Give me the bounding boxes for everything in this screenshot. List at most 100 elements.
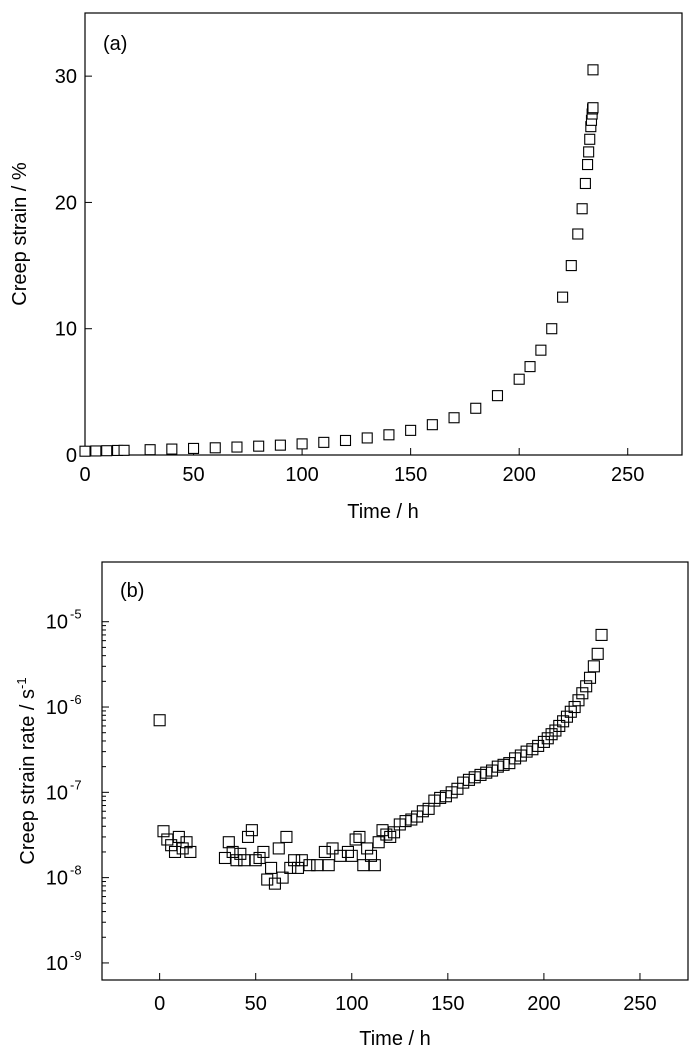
data-point-b xyxy=(257,845,270,859)
data-point-b xyxy=(245,824,258,837)
data-point-a xyxy=(253,440,265,452)
markers-a xyxy=(79,64,599,457)
data-point-b xyxy=(226,845,239,859)
data-point-a xyxy=(231,441,243,453)
data-point-b xyxy=(591,647,604,660)
data-point-b xyxy=(288,854,301,867)
x-tick-label-b: 200 xyxy=(527,993,560,1015)
data-point-b xyxy=(572,694,585,707)
data-point-a xyxy=(118,444,130,456)
data-point-a xyxy=(361,432,373,444)
data-point-b xyxy=(234,847,247,860)
data-point-a xyxy=(339,434,352,447)
data-point-b xyxy=(353,830,366,843)
ticks-a: 0 50 100 150 200 250 0 10 20 30 xyxy=(55,66,645,486)
data-point-b xyxy=(303,859,316,872)
data-point-b xyxy=(311,859,324,872)
data-point-b xyxy=(295,854,308,867)
data-point-b xyxy=(368,859,381,872)
markers-b xyxy=(153,628,608,890)
data-point-a xyxy=(318,436,330,448)
data-point-a xyxy=(470,402,482,414)
y-axis-title-b-main: Creep strain rate / s xyxy=(17,689,39,865)
data-point-b xyxy=(180,836,193,849)
x-tick-label-b: 100 xyxy=(335,993,368,1015)
data-point-b xyxy=(560,710,574,723)
y-tick-label-b: 10 xyxy=(46,868,68,890)
data-point-b xyxy=(553,719,566,732)
y-tick-label-b: 10 xyxy=(46,953,68,975)
data-point-b xyxy=(334,849,347,862)
data-point-b xyxy=(241,830,255,843)
data-point-b xyxy=(372,836,385,849)
data-point-b xyxy=(265,861,278,874)
data-point-a xyxy=(584,133,596,145)
data-point-b xyxy=(541,732,554,745)
data-point-b xyxy=(230,854,243,867)
data-point-b xyxy=(238,854,251,867)
x-tick-label-a: 100 xyxy=(285,464,318,486)
data-point-b xyxy=(376,824,389,837)
x-tick-label-a: 150 xyxy=(394,464,427,486)
data-point-b xyxy=(583,671,597,684)
data-point-a xyxy=(579,177,591,190)
y-axis-title-b-sup: -1 xyxy=(14,677,29,689)
data-point-b xyxy=(580,680,593,693)
plot-frame-a xyxy=(84,12,683,456)
data-point-b xyxy=(318,845,331,859)
data-point-a xyxy=(144,444,156,456)
data-point-b xyxy=(537,735,550,748)
y-tick-exponent-b: -6 xyxy=(70,692,82,707)
x-tick-label-b: 150 xyxy=(431,993,464,1015)
y-tick-label-a: 10 xyxy=(55,319,77,341)
data-point-b xyxy=(176,842,189,855)
y-tick-exponent-b: -8 xyxy=(70,863,82,878)
y-tick-label-b: 10 xyxy=(46,612,68,634)
x-tick-label-a: 50 xyxy=(182,464,204,486)
x-axis-title-b: Time / h xyxy=(359,1028,431,1050)
data-point-a xyxy=(426,419,438,431)
y-tick-label-a: 30 xyxy=(55,66,77,88)
data-point-a xyxy=(448,412,460,424)
x-tick-label-b: 250 xyxy=(623,993,656,1015)
data-point-a xyxy=(274,439,286,451)
data-point-b xyxy=(587,660,600,673)
x-tick-label-a: 200 xyxy=(502,464,535,486)
data-point-b xyxy=(576,687,589,700)
data-point-a xyxy=(187,442,200,454)
y-tick-label-a: 20 xyxy=(55,192,77,214)
data-point-b xyxy=(168,845,182,859)
data-point-a xyxy=(535,344,547,356)
y-axis-title-b: Creep strain rate / s-1 xyxy=(14,677,39,864)
y-axis-title-a: Creep strain / % xyxy=(9,162,31,306)
data-point-b xyxy=(568,700,581,714)
data-point-a xyxy=(524,361,536,373)
data-point-b xyxy=(595,628,608,641)
data-point-a xyxy=(565,260,577,272)
y-tick-exponent-b: -5 xyxy=(70,607,82,622)
data-point-b xyxy=(384,830,397,843)
data-point-a xyxy=(583,146,595,158)
data-point-a xyxy=(582,158,594,171)
y-tick-label-b: 10 xyxy=(46,697,68,719)
y-tick-label-b: 10 xyxy=(46,782,68,804)
plot-frame-b xyxy=(101,561,689,981)
data-point-b xyxy=(345,849,358,862)
data-point-b xyxy=(549,724,562,737)
data-point-a xyxy=(209,442,221,454)
data-point-a xyxy=(587,102,599,114)
data-point-a xyxy=(79,445,91,457)
data-point-b xyxy=(545,728,558,741)
data-point-b xyxy=(276,871,289,884)
data-point-b xyxy=(153,714,166,727)
data-point-b xyxy=(322,859,335,872)
x-tick-label-a: 250 xyxy=(611,464,644,486)
data-point-a xyxy=(101,445,113,457)
panel-label-a: (a) xyxy=(103,33,127,55)
data-point-b xyxy=(249,854,262,867)
data-point-b xyxy=(272,842,285,855)
data-point-b xyxy=(222,836,235,849)
